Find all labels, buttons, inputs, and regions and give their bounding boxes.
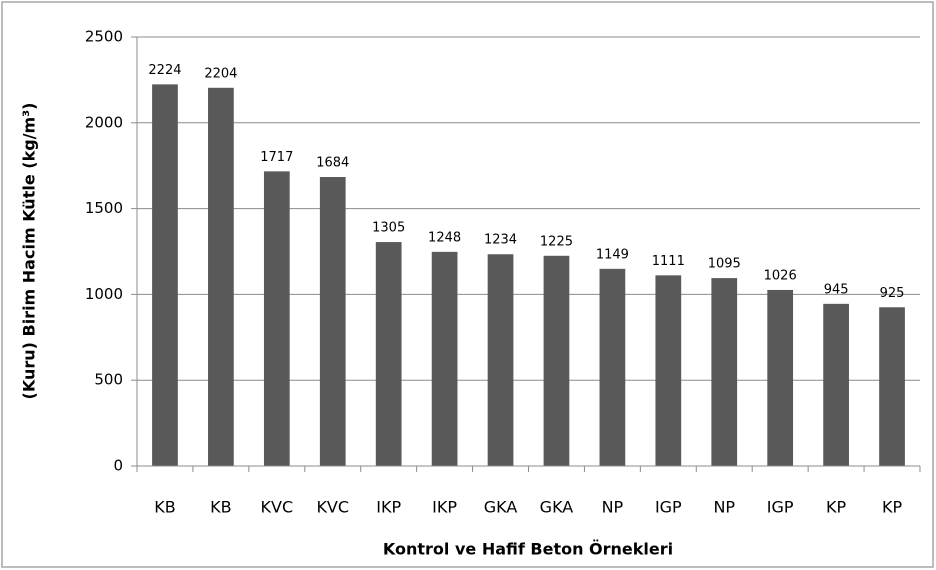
value-label: 1248 bbox=[428, 230, 461, 245]
y-axis-title: (Kuru) Birim Hacim Kütle (kg/m³) bbox=[20, 103, 39, 400]
bar bbox=[599, 268, 626, 466]
value-label: 1225 bbox=[540, 234, 573, 249]
value-label: 1717 bbox=[260, 150, 293, 165]
value-label: 925 bbox=[880, 286, 905, 301]
bar bbox=[711, 278, 738, 466]
value-label: 2204 bbox=[204, 66, 237, 81]
x-tick-label: KVC bbox=[261, 498, 294, 517]
x-tick-label: GKA bbox=[540, 498, 574, 517]
value-label: 1149 bbox=[596, 247, 629, 262]
x-tick-label: NP bbox=[713, 498, 735, 517]
bar bbox=[208, 87, 234, 466]
y-tick-label: 500 bbox=[94, 371, 123, 389]
x-tick-label: IKP bbox=[376, 498, 401, 517]
bar bbox=[767, 289, 794, 466]
bar bbox=[263, 171, 290, 466]
y-tick-label: 2500 bbox=[85, 28, 123, 46]
x-axis-title: Kontrol ve Hafif Beton Örnekleri bbox=[383, 540, 673, 559]
bar bbox=[543, 255, 570, 466]
y-tick-label: 0 bbox=[113, 457, 123, 475]
bar bbox=[152, 84, 178, 466]
x-tick-label: GKA bbox=[484, 498, 518, 517]
value-label: 945 bbox=[824, 282, 849, 297]
value-label: 1684 bbox=[316, 156, 349, 171]
x-tick-label: IKP bbox=[432, 498, 457, 517]
x-tick-label: KP bbox=[826, 498, 846, 517]
bar bbox=[431, 251, 458, 466]
value-label: 1095 bbox=[708, 257, 741, 272]
value-label: 1026 bbox=[764, 268, 797, 283]
bar bbox=[879, 307, 905, 466]
x-tick-label: KP bbox=[882, 498, 902, 517]
x-tick-label: KB bbox=[210, 498, 231, 517]
bar bbox=[823, 303, 849, 466]
y-tick-label: 1500 bbox=[85, 199, 123, 217]
bar bbox=[487, 254, 514, 466]
x-tick-label: IGP bbox=[767, 498, 794, 517]
y-tick-label: 1000 bbox=[85, 285, 123, 303]
value-label: 1111 bbox=[652, 254, 685, 269]
value-label: 2224 bbox=[148, 63, 181, 78]
bar bbox=[655, 275, 682, 466]
x-tick-label: KVC bbox=[316, 498, 349, 517]
x-tick-label: KB bbox=[154, 498, 175, 517]
value-label: 1234 bbox=[484, 233, 517, 248]
value-label: 1305 bbox=[372, 221, 405, 236]
bar bbox=[375, 242, 402, 466]
bar bbox=[319, 177, 346, 466]
y-tick-label: 2000 bbox=[85, 113, 123, 131]
x-tick-label: NP bbox=[602, 498, 624, 517]
x-tick-label: IGP bbox=[655, 498, 682, 517]
